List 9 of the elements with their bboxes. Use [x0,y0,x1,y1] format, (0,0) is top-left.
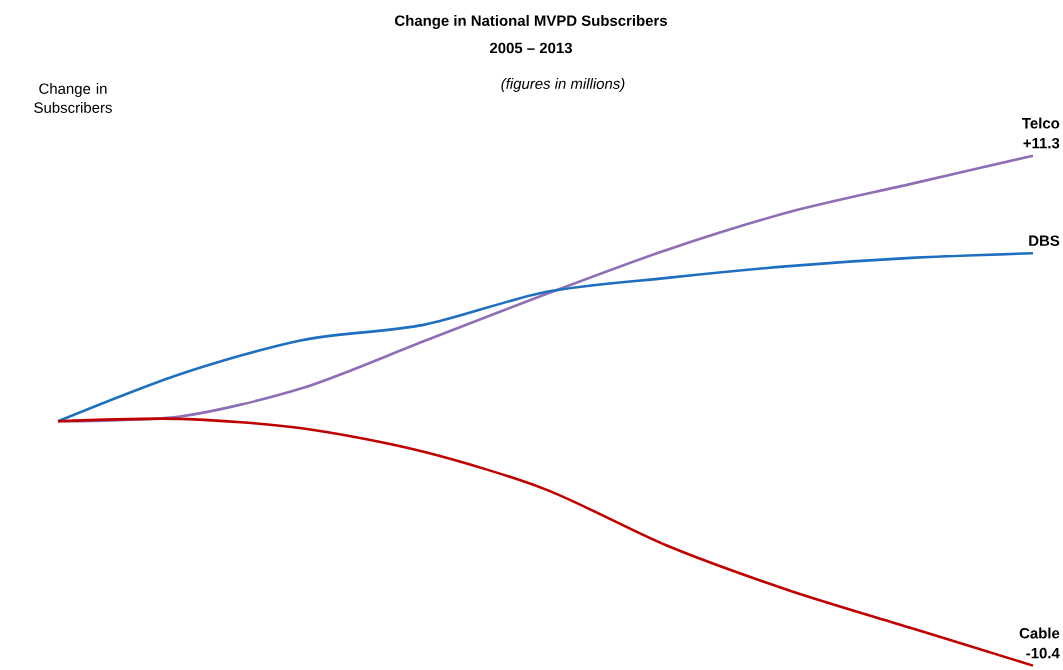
data-label: -10.4 [1026,647,1060,659]
y-axis-title: Change in Subscribers [34,83,112,113]
data-label: +11.3 [1023,137,1060,149]
text: (figures in millions) [501,78,625,92]
chart-title: Change in National MVPD Subscribers [395,14,667,29]
chart-subtitle: 2005 – 2013 [489,42,572,54]
series-label: Cable [1019,627,1060,639]
series-label: Telco [1022,117,1060,129]
series-label: DBS [1029,235,1060,246]
